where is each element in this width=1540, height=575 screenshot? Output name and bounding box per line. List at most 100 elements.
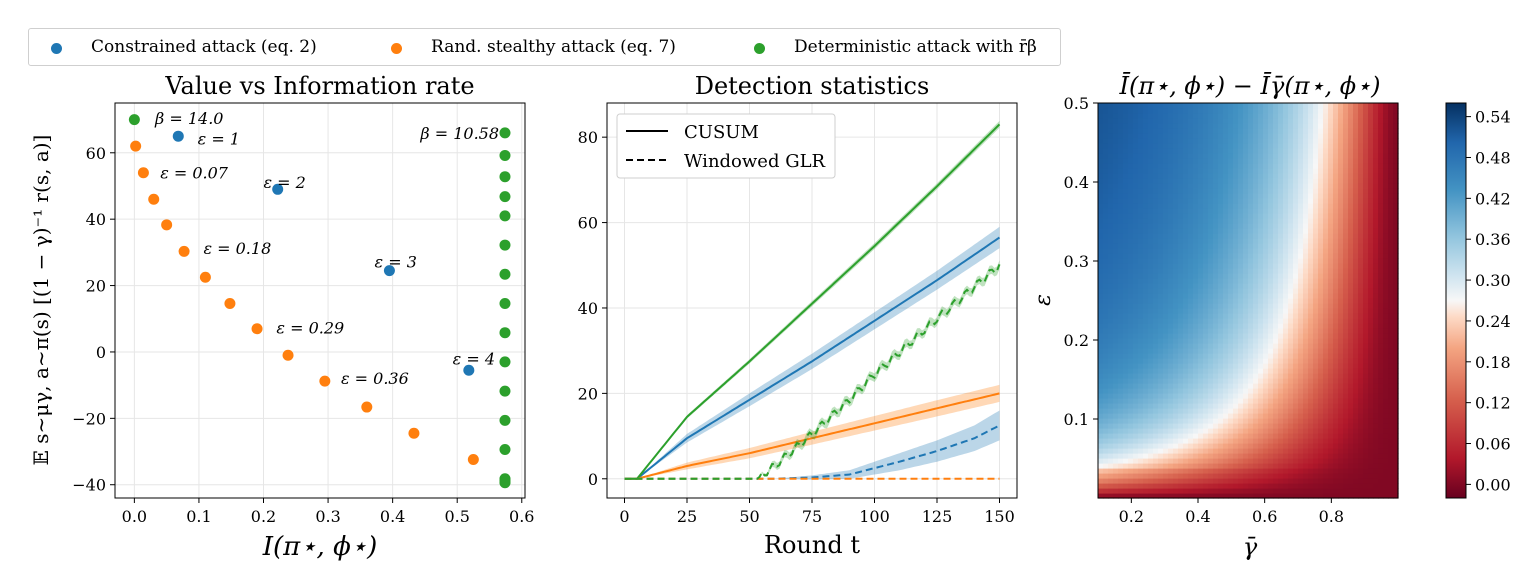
heatmap-cell bbox=[1123, 213, 1129, 219]
heatmap-cell bbox=[1348, 288, 1354, 294]
heatmap-cell bbox=[1143, 318, 1149, 324]
heatmap-cell bbox=[1363, 323, 1369, 329]
heatmap-cell bbox=[1253, 293, 1259, 299]
heatmap-cell bbox=[1158, 318, 1164, 324]
heatmap-cell bbox=[1318, 208, 1324, 214]
heatmap-cell bbox=[1253, 363, 1259, 369]
heatmap-cell bbox=[1133, 238, 1139, 244]
heatmap-cell bbox=[1158, 428, 1164, 434]
heatmap-cell bbox=[1123, 453, 1129, 459]
heatmap-cell bbox=[1378, 333, 1384, 339]
heatmap-cell bbox=[1128, 113, 1134, 119]
heatmap-cell bbox=[1143, 238, 1149, 244]
heatmap-cell bbox=[1213, 233, 1219, 239]
heatmap-cell bbox=[1358, 318, 1364, 324]
heatmap-cell bbox=[1308, 223, 1314, 229]
heatmap-cell bbox=[1308, 393, 1314, 399]
heatmap-cell bbox=[1308, 178, 1314, 184]
heatmap-cell bbox=[1293, 463, 1299, 469]
heatmap-cell bbox=[1253, 493, 1259, 499]
heatmap-cell bbox=[1253, 248, 1259, 254]
heatmap-cell bbox=[1393, 358, 1399, 364]
heatmap-cell bbox=[1193, 403, 1199, 409]
heatmap-cell bbox=[1123, 393, 1129, 399]
heatmap-cell bbox=[1348, 318, 1354, 324]
heatmap-cell bbox=[1288, 363, 1294, 369]
heatmap-cell bbox=[1233, 168, 1239, 174]
heatmap-cell bbox=[1193, 158, 1199, 164]
heatmap-cell bbox=[1108, 208, 1114, 214]
x-tick-label: 0.2 bbox=[1119, 507, 1144, 526]
heatmap-cell bbox=[1183, 113, 1189, 119]
heatmap-cell bbox=[1338, 128, 1344, 134]
x-tick-label: 0.5 bbox=[444, 507, 469, 526]
heatmap-cell bbox=[1248, 218, 1254, 224]
heatmap-cell bbox=[1258, 153, 1264, 159]
heatmap-cell bbox=[1218, 318, 1224, 324]
heatmap-cell bbox=[1173, 453, 1179, 459]
heatmap-cell bbox=[1168, 108, 1174, 114]
heatmap-cell bbox=[1338, 268, 1344, 274]
heatmap-cell bbox=[1243, 363, 1249, 369]
heatmap-cell bbox=[1138, 458, 1144, 464]
heatmap-cell bbox=[1228, 438, 1234, 444]
heatmap-cell bbox=[1148, 193, 1154, 199]
heatmap-cell bbox=[1273, 353, 1279, 359]
heatmap-cell bbox=[1193, 438, 1199, 444]
heatmap-cell bbox=[1183, 218, 1189, 224]
heatmap-cell bbox=[1183, 388, 1189, 394]
heatmap-cell bbox=[1328, 473, 1334, 479]
heatmap-cell bbox=[1333, 493, 1339, 499]
heatmap-cell bbox=[1233, 328, 1239, 334]
heatmap-cell bbox=[1133, 438, 1139, 444]
heatmap-cell bbox=[1138, 413, 1144, 419]
heatmap-cell bbox=[1333, 193, 1339, 199]
heatmap-cell bbox=[1373, 168, 1379, 174]
heatmap-cell bbox=[1228, 253, 1234, 259]
heatmap-cell bbox=[1118, 418, 1124, 424]
heatmap-cell bbox=[1158, 408, 1164, 414]
heatmap-cell bbox=[1158, 403, 1164, 409]
heatmap-cell bbox=[1183, 368, 1189, 374]
heatmap-cell bbox=[1303, 358, 1309, 364]
heatmap-cell bbox=[1293, 413, 1299, 419]
heatmap-cell bbox=[1113, 468, 1119, 474]
heatmap-cell bbox=[1233, 203, 1239, 209]
heatmap-cell bbox=[1333, 453, 1339, 459]
heatmap-cell bbox=[1168, 168, 1174, 174]
heatmap-cell bbox=[1338, 483, 1344, 489]
heatmap-cell bbox=[1148, 418, 1154, 424]
heatmap-cell bbox=[1393, 268, 1399, 274]
heatmap-cell bbox=[1253, 163, 1259, 169]
heatmap-cell bbox=[1353, 128, 1359, 134]
heatmap-cell bbox=[1323, 463, 1329, 469]
heatmap-cell bbox=[1328, 123, 1334, 129]
heatmap-cell bbox=[1153, 283, 1159, 289]
heatmap-cell bbox=[1138, 113, 1144, 119]
heatmap-cell bbox=[1168, 148, 1174, 154]
heatmap-cell bbox=[1228, 268, 1234, 274]
heatmap-cell bbox=[1283, 178, 1289, 184]
heatmap-cell bbox=[1263, 233, 1269, 239]
line-legend: CUSUM Windowed GLR bbox=[616, 113, 836, 179]
heatmap-cell bbox=[1348, 308, 1354, 314]
heatmap-cell bbox=[1258, 448, 1264, 454]
heatmap-cell bbox=[1153, 173, 1159, 179]
heatmap-cell bbox=[1328, 298, 1334, 304]
heatmap-cell bbox=[1203, 183, 1209, 189]
heatmap-cell bbox=[1273, 188, 1279, 194]
heatmap-cell bbox=[1118, 383, 1124, 389]
heatmap-cell bbox=[1258, 298, 1264, 304]
heatmap-cell bbox=[1293, 268, 1299, 274]
heatmap-cell bbox=[1158, 228, 1164, 234]
heatmap-cell bbox=[1268, 198, 1274, 204]
heatmap-cell bbox=[1363, 398, 1369, 404]
heatmap-cell bbox=[1218, 293, 1224, 299]
heatmap-cell bbox=[1188, 483, 1194, 489]
heatmap-cell bbox=[1298, 483, 1304, 489]
heatmap-cell bbox=[1303, 293, 1309, 299]
heatmap-cell bbox=[1383, 258, 1389, 264]
heatmap-cell bbox=[1293, 223, 1299, 229]
heatmap-cell bbox=[1318, 158, 1324, 164]
heatmap-cell bbox=[1193, 108, 1199, 114]
